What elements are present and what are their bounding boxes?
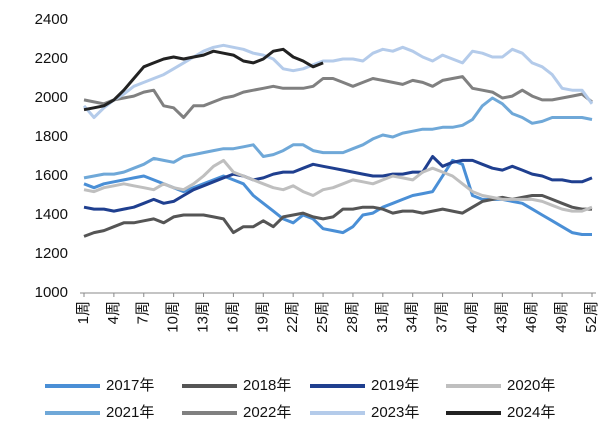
x-tick-label: 1周 — [75, 301, 92, 324]
x-tick-label: 7周 — [135, 301, 152, 324]
y-tick-label: 2400 — [35, 11, 68, 28]
legend-label: 2022年 — [243, 404, 291, 421]
y-tick-label: 1200 — [35, 245, 68, 262]
x-tick-label: 10周 — [165, 301, 182, 333]
x-tick-label: 37周 — [434, 301, 451, 333]
x-tick-label: 4周 — [105, 301, 122, 324]
x-tick-label: 22周 — [284, 301, 301, 333]
x-tick-label: 40周 — [463, 301, 480, 333]
y-tick-label: 1000 — [35, 284, 68, 301]
legend-label: 2020年 — [507, 377, 555, 394]
series-line — [83, 96, 593, 180]
series-line — [83, 47, 324, 112]
legend-label: 2021年 — [106, 404, 154, 421]
series-line — [83, 75, 593, 119]
legend-label: 2024年 — [507, 404, 555, 421]
series-line — [82, 43, 594, 119]
x-tick-label: 49周 — [553, 301, 570, 333]
legend-label: 2017年 — [106, 377, 154, 394]
x-tick-label: 34周 — [404, 301, 421, 333]
x-tick-label: 16周 — [224, 301, 241, 333]
series-line — [83, 158, 593, 213]
legend-label: 2023年 — [371, 404, 419, 421]
legend-label: 2019年 — [371, 377, 419, 394]
x-tick-label: 52周 — [583, 301, 600, 333]
x-tick-label: 46周 — [523, 301, 540, 333]
x-tick-label: 25周 — [314, 301, 331, 333]
x-tick-label: 19周 — [254, 301, 271, 333]
legend-label: 2018年 — [243, 377, 291, 394]
y-tick-label: 1800 — [35, 128, 68, 145]
x-tick-label: 43周 — [493, 301, 510, 333]
series-line — [83, 155, 593, 213]
y-tick-label: 2200 — [35, 50, 68, 67]
x-tick-label: 31周 — [374, 301, 391, 333]
x-tick-label: 28周 — [344, 301, 361, 333]
y-tick-label: 2000 — [35, 89, 68, 106]
y-tick-label: 1400 — [35, 206, 68, 223]
x-tick-label: 13周 — [194, 301, 211, 333]
y-tick-label: 1600 — [35, 167, 68, 184]
